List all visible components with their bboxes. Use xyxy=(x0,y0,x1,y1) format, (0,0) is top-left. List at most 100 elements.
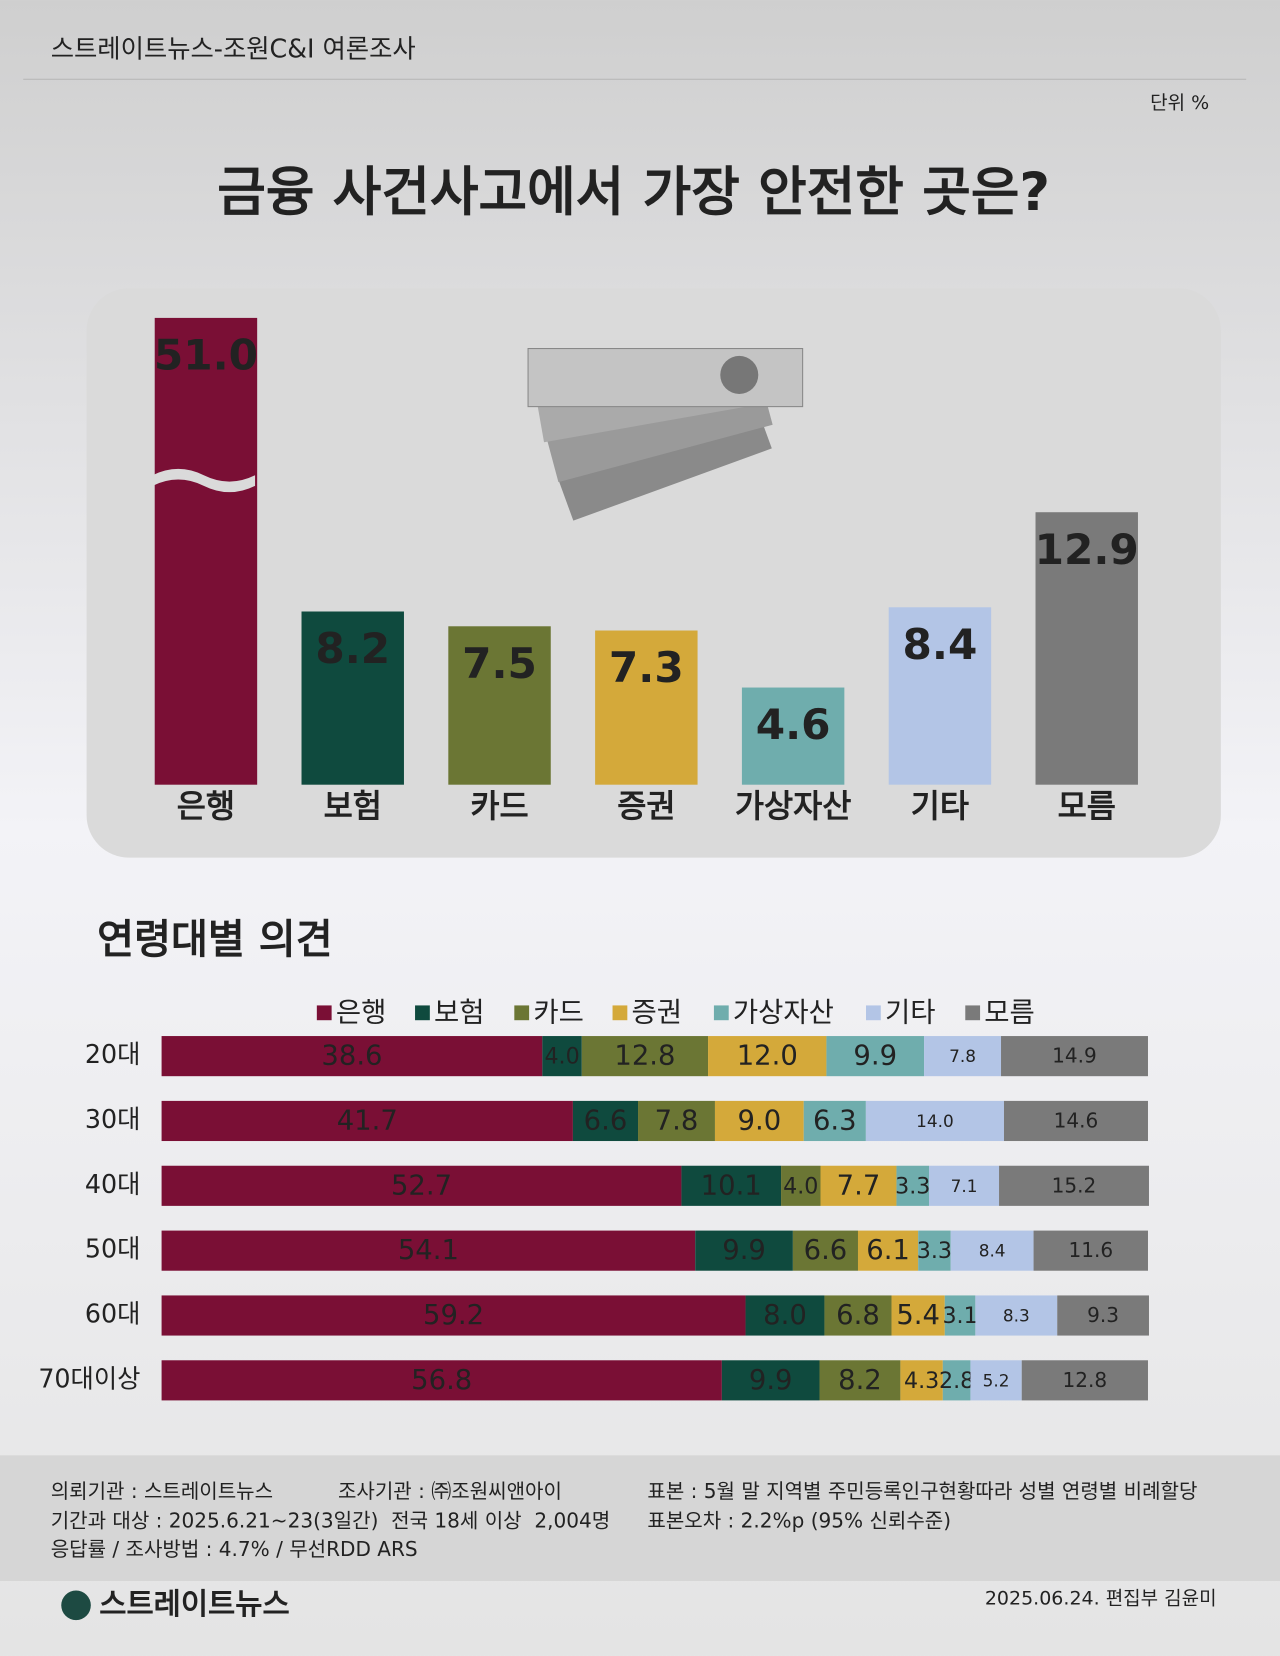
value-label: 12.9 xyxy=(1035,525,1139,574)
segment xyxy=(900,1360,943,1401)
segment-label: 14.6 xyxy=(1054,1109,1099,1133)
segment-label: 9.9 xyxy=(853,1041,897,1072)
money-illustration xyxy=(527,348,804,521)
legend-swatch xyxy=(713,1005,729,1021)
segment-label: 38.6 xyxy=(321,1041,382,1072)
footer-note: 의뢰기관 : 스트레이트뉴스 xyxy=(51,1479,273,1503)
category-label: 카드 xyxy=(470,789,528,825)
value-label: 7.5 xyxy=(462,639,537,688)
segment xyxy=(161,1360,722,1401)
legend-swatch xyxy=(415,1005,430,1021)
segment xyxy=(929,1165,1000,1206)
segment-label: 9.0 xyxy=(738,1106,782,1137)
source: 스트레이트뉴스-조원C&I 여론조사 xyxy=(51,34,416,64)
segment-label: 4.3 xyxy=(904,1368,939,1394)
title: 금융 사건사고에서 가장 안전한 곳은? xyxy=(217,162,1050,223)
value-label: 4.6 xyxy=(756,700,831,749)
segment xyxy=(1001,1036,1148,1077)
segment xyxy=(638,1100,715,1142)
footer-note: 표본오차 : 2.2%p (95% 신뢰수준) xyxy=(647,1508,951,1532)
segment-label: 12.8 xyxy=(1063,1368,1108,1392)
segment xyxy=(857,1230,919,1271)
segment xyxy=(975,1295,1058,1336)
segment-label: 3.3 xyxy=(895,1173,930,1199)
segment-label: 15.2 xyxy=(1052,1173,1097,1197)
segment xyxy=(824,1295,892,1336)
segment-label: 6.3 xyxy=(813,1106,857,1137)
segment xyxy=(708,1036,827,1077)
segment-label: 59.2 xyxy=(423,1300,484,1331)
segment xyxy=(944,1295,976,1336)
segment-label: 9.9 xyxy=(749,1365,793,1396)
segment xyxy=(792,1230,858,1271)
segment-label: 6.6 xyxy=(584,1106,628,1137)
category-label: 은행 xyxy=(177,789,235,825)
category-label: 모름 xyxy=(1058,789,1116,825)
value-label: 51.0 xyxy=(154,331,258,380)
segment xyxy=(161,1165,682,1206)
segment xyxy=(695,1230,793,1271)
segment-label: 2.8 xyxy=(939,1368,974,1394)
segment xyxy=(918,1230,951,1271)
value-label: 7.3 xyxy=(609,643,684,692)
legend-swatch xyxy=(612,1005,628,1021)
category-label: 70대이상 xyxy=(38,1363,140,1393)
segment xyxy=(819,1360,901,1401)
bar xyxy=(741,687,845,785)
segment-label: 6.6 xyxy=(804,1235,848,1266)
logo-icon xyxy=(61,1590,91,1621)
segment xyxy=(1021,1360,1148,1401)
segment xyxy=(803,1100,866,1142)
segment-label: 9.3 xyxy=(1087,1303,1119,1327)
value-label: 8.4 xyxy=(903,620,978,669)
segment-label: 11.6 xyxy=(1068,1238,1113,1262)
category-label: 보험 xyxy=(324,789,382,825)
logo: 스트레이트뉴스 xyxy=(99,1587,289,1621)
segment-label: 14.9 xyxy=(1052,1044,1097,1068)
segment xyxy=(721,1360,820,1401)
bar xyxy=(595,630,698,785)
credit: 2025.06.24. 편집부 김윤미 xyxy=(985,1587,1217,1609)
segment-label: 41.7 xyxy=(337,1106,398,1137)
segment xyxy=(161,1295,746,1336)
legend-label: 은행 xyxy=(336,997,387,1028)
category-label: 50대 xyxy=(85,1234,141,1264)
footer-note: 응답률 / 조사방법 : 4.7% / 무선RDD ARS xyxy=(51,1537,418,1561)
bar xyxy=(301,611,404,785)
segment-label: 7.8 xyxy=(949,1046,976,1066)
segment-label: 8.4 xyxy=(979,1241,1006,1261)
segment xyxy=(950,1230,1034,1271)
segment-label: 6.1 xyxy=(866,1235,910,1266)
bar xyxy=(154,317,258,785)
segment xyxy=(865,1100,1004,1142)
segment-label: 8.2 xyxy=(838,1365,882,1396)
segment-label: 8.0 xyxy=(763,1300,807,1331)
segment xyxy=(1033,1230,1148,1271)
bar xyxy=(888,607,992,785)
unit: 단위 % xyxy=(1150,92,1209,114)
segment-label: 5.2 xyxy=(983,1370,1010,1390)
segment xyxy=(970,1360,1022,1401)
footer-note: 표본 : 5월 말 지역별 주민등록인구현황따라 성별 연령별 비례할당 xyxy=(647,1479,1197,1503)
segment xyxy=(681,1165,782,1206)
legend-label: 모름 xyxy=(984,997,1035,1028)
footer-note: 조사기관 : ㈜조원씨앤아이 xyxy=(338,1479,562,1503)
segment-label: 7.7 xyxy=(837,1170,881,1201)
segment-label: 52.7 xyxy=(391,1170,452,1201)
legend-swatch xyxy=(965,1005,981,1021)
axis-break xyxy=(152,468,256,493)
segment xyxy=(924,1036,1002,1077)
segment xyxy=(826,1036,925,1077)
bar xyxy=(1035,512,1138,785)
legend-swatch xyxy=(316,1005,332,1021)
footer-band xyxy=(0,1455,1280,1582)
segment-label: 12.0 xyxy=(737,1041,798,1072)
segment xyxy=(896,1165,930,1206)
segment-label: 54.1 xyxy=(398,1235,459,1266)
segment-label: 9.9 xyxy=(722,1235,766,1266)
segment-label: 5.4 xyxy=(896,1300,940,1331)
segment xyxy=(161,1100,573,1142)
legend-label: 증권 xyxy=(632,997,683,1028)
segment xyxy=(999,1165,1149,1206)
segment-label: 4.0 xyxy=(544,1044,579,1070)
